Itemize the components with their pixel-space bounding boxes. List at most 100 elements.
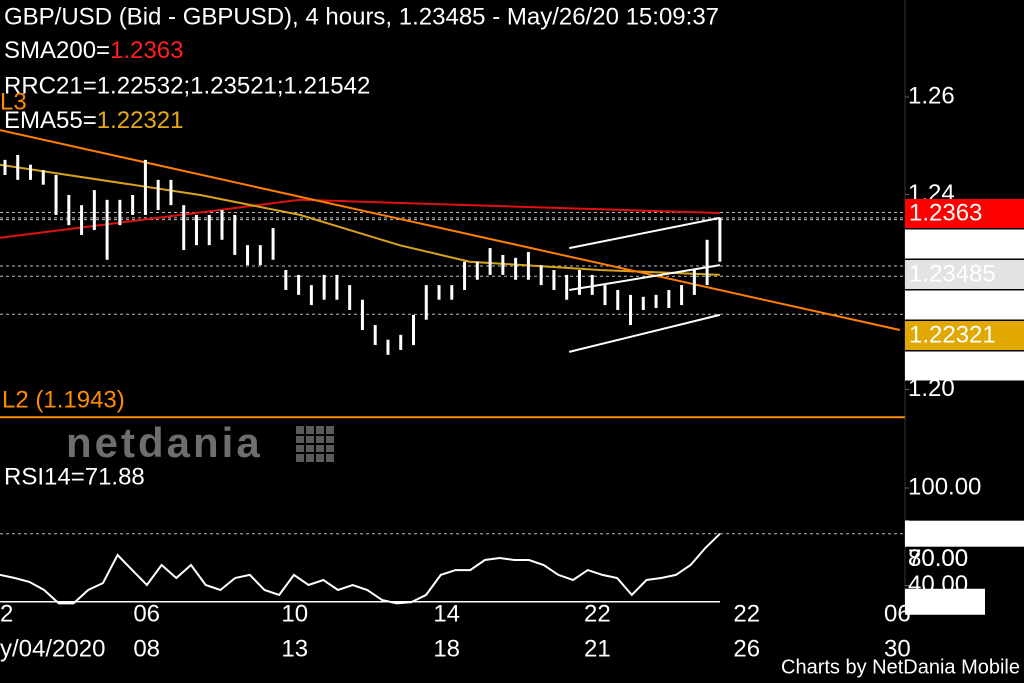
price-bar [488, 248, 492, 275]
x-tick-sublabel: y/04/2020 [0, 635, 105, 662]
price-bar [41, 170, 45, 185]
price-bar [131, 194, 135, 215]
price-tag [905, 290, 1024, 320]
price-bar [297, 274, 301, 295]
y-tick-label: 30.00 [908, 587, 968, 614]
price-bar [590, 274, 594, 295]
price-bar [360, 299, 364, 330]
price-tag-label: 1.23521 [909, 230, 996, 257]
price-tag [905, 229, 1024, 259]
x-tick-label: 06 [884, 600, 911, 627]
price-bar [539, 265, 543, 286]
x-tick-label: 2 [0, 600, 13, 627]
price-bar [680, 285, 684, 306]
level-label: L2 (1.1943) [2, 387, 125, 414]
price-bar [386, 339, 390, 355]
price-bar [463, 261, 467, 290]
legend-sma: SMA200=1.2363 [4, 37, 183, 64]
price-bar [641, 296, 645, 310]
indicator-line [0, 129, 901, 331]
price-bar [475, 261, 479, 280]
price-bar [450, 285, 454, 300]
price-bar [399, 334, 403, 350]
x-tick-label: 22 [733, 600, 760, 627]
credit: Charts by NetDania Mobile [781, 656, 1020, 678]
price-bar [80, 205, 84, 235]
price-bar [3, 159, 7, 175]
rsi-tag [905, 520, 1024, 547]
price-bar [577, 270, 581, 295]
legend-rrc: RRC21=1.22532;1.23521;1.21542 [4, 72, 370, 99]
rsi-line [0, 532, 721, 605]
price-tag [905, 199, 1024, 228]
tick-box [905, 588, 985, 615]
price-bar [514, 257, 518, 280]
legend-ema: EMA55=1.22321 [4, 107, 183, 134]
price-bar [411, 314, 415, 346]
price-bar [233, 214, 237, 255]
price-bar [424, 285, 428, 320]
level-label: L3 [0, 88, 27, 115]
price-bar [105, 199, 109, 260]
price-bar [501, 254, 505, 275]
x-tick-sublabel: 13 [281, 635, 308, 662]
price-bar [322, 274, 326, 300]
legend-label: EMA55= [4, 107, 97, 134]
price-bar [220, 210, 224, 240]
indicator-line [568, 313, 721, 353]
price-tag [905, 351, 1024, 381]
price-tag [905, 321, 1024, 350]
price-bar [54, 174, 58, 215]
price-tag-label: 1.22532 [909, 291, 996, 318]
price-tag [905, 260, 1024, 289]
price-bar [335, 274, 339, 300]
x-tick-label: 22 [584, 600, 611, 627]
price-bar [182, 205, 186, 251]
price-plot [0, 129, 905, 419]
price-bar [271, 228, 275, 260]
x-tick-sublabel: 26 [733, 635, 760, 662]
indicator-line [0, 163, 720, 276]
price-bar [92, 190, 96, 231]
price-bar [309, 285, 313, 306]
price-bar [29, 164, 33, 180]
price-tag-label: 1.2363 [909, 199, 982, 226]
price-bar [705, 239, 709, 286]
x-tick-label: 06 [133, 600, 160, 627]
price-tag-label: 1.22321 [909, 321, 996, 348]
y-tick-label: 70.00 [908, 545, 968, 572]
rsi-label: RSI14=71.88 [4, 463, 145, 490]
rsi-plot [0, 532, 905, 605]
price-bar [207, 214, 211, 246]
x-tick-sublabel: 30 [884, 635, 911, 662]
price-bar [692, 270, 696, 295]
rsi-tag-label: 71.88 [909, 520, 969, 547]
price-tag-label: 1.21542 [909, 352, 996, 379]
logo-text: netdania [66, 419, 263, 466]
indicator-line [569, 264, 721, 291]
price-bar [118, 199, 122, 226]
price-bar [169, 179, 173, 206]
legend-label: SMA200= [4, 37, 110, 64]
logo: netdania [66, 419, 334, 466]
price-bar [194, 214, 198, 246]
x-tick-label: 14 [433, 600, 460, 627]
price-bar [437, 285, 441, 300]
price-bar [284, 270, 288, 290]
x-tick-sublabel: 21 [584, 635, 611, 662]
price-bar [373, 325, 377, 346]
price-bar [156, 179, 160, 211]
indicator-line [569, 216, 721, 250]
y-tick-label: 1.26 [908, 82, 955, 109]
price-bar [16, 154, 20, 180]
price-bar [565, 274, 569, 300]
price-bar [552, 270, 556, 290]
y-tick-label: 100.00 [908, 473, 981, 500]
price-tag-label: 1.23485 [909, 260, 996, 287]
legend-value: 1.2363 [110, 37, 183, 64]
price-bar [616, 289, 620, 310]
logo-grid [296, 426, 334, 462]
price-bar [654, 294, 658, 309]
